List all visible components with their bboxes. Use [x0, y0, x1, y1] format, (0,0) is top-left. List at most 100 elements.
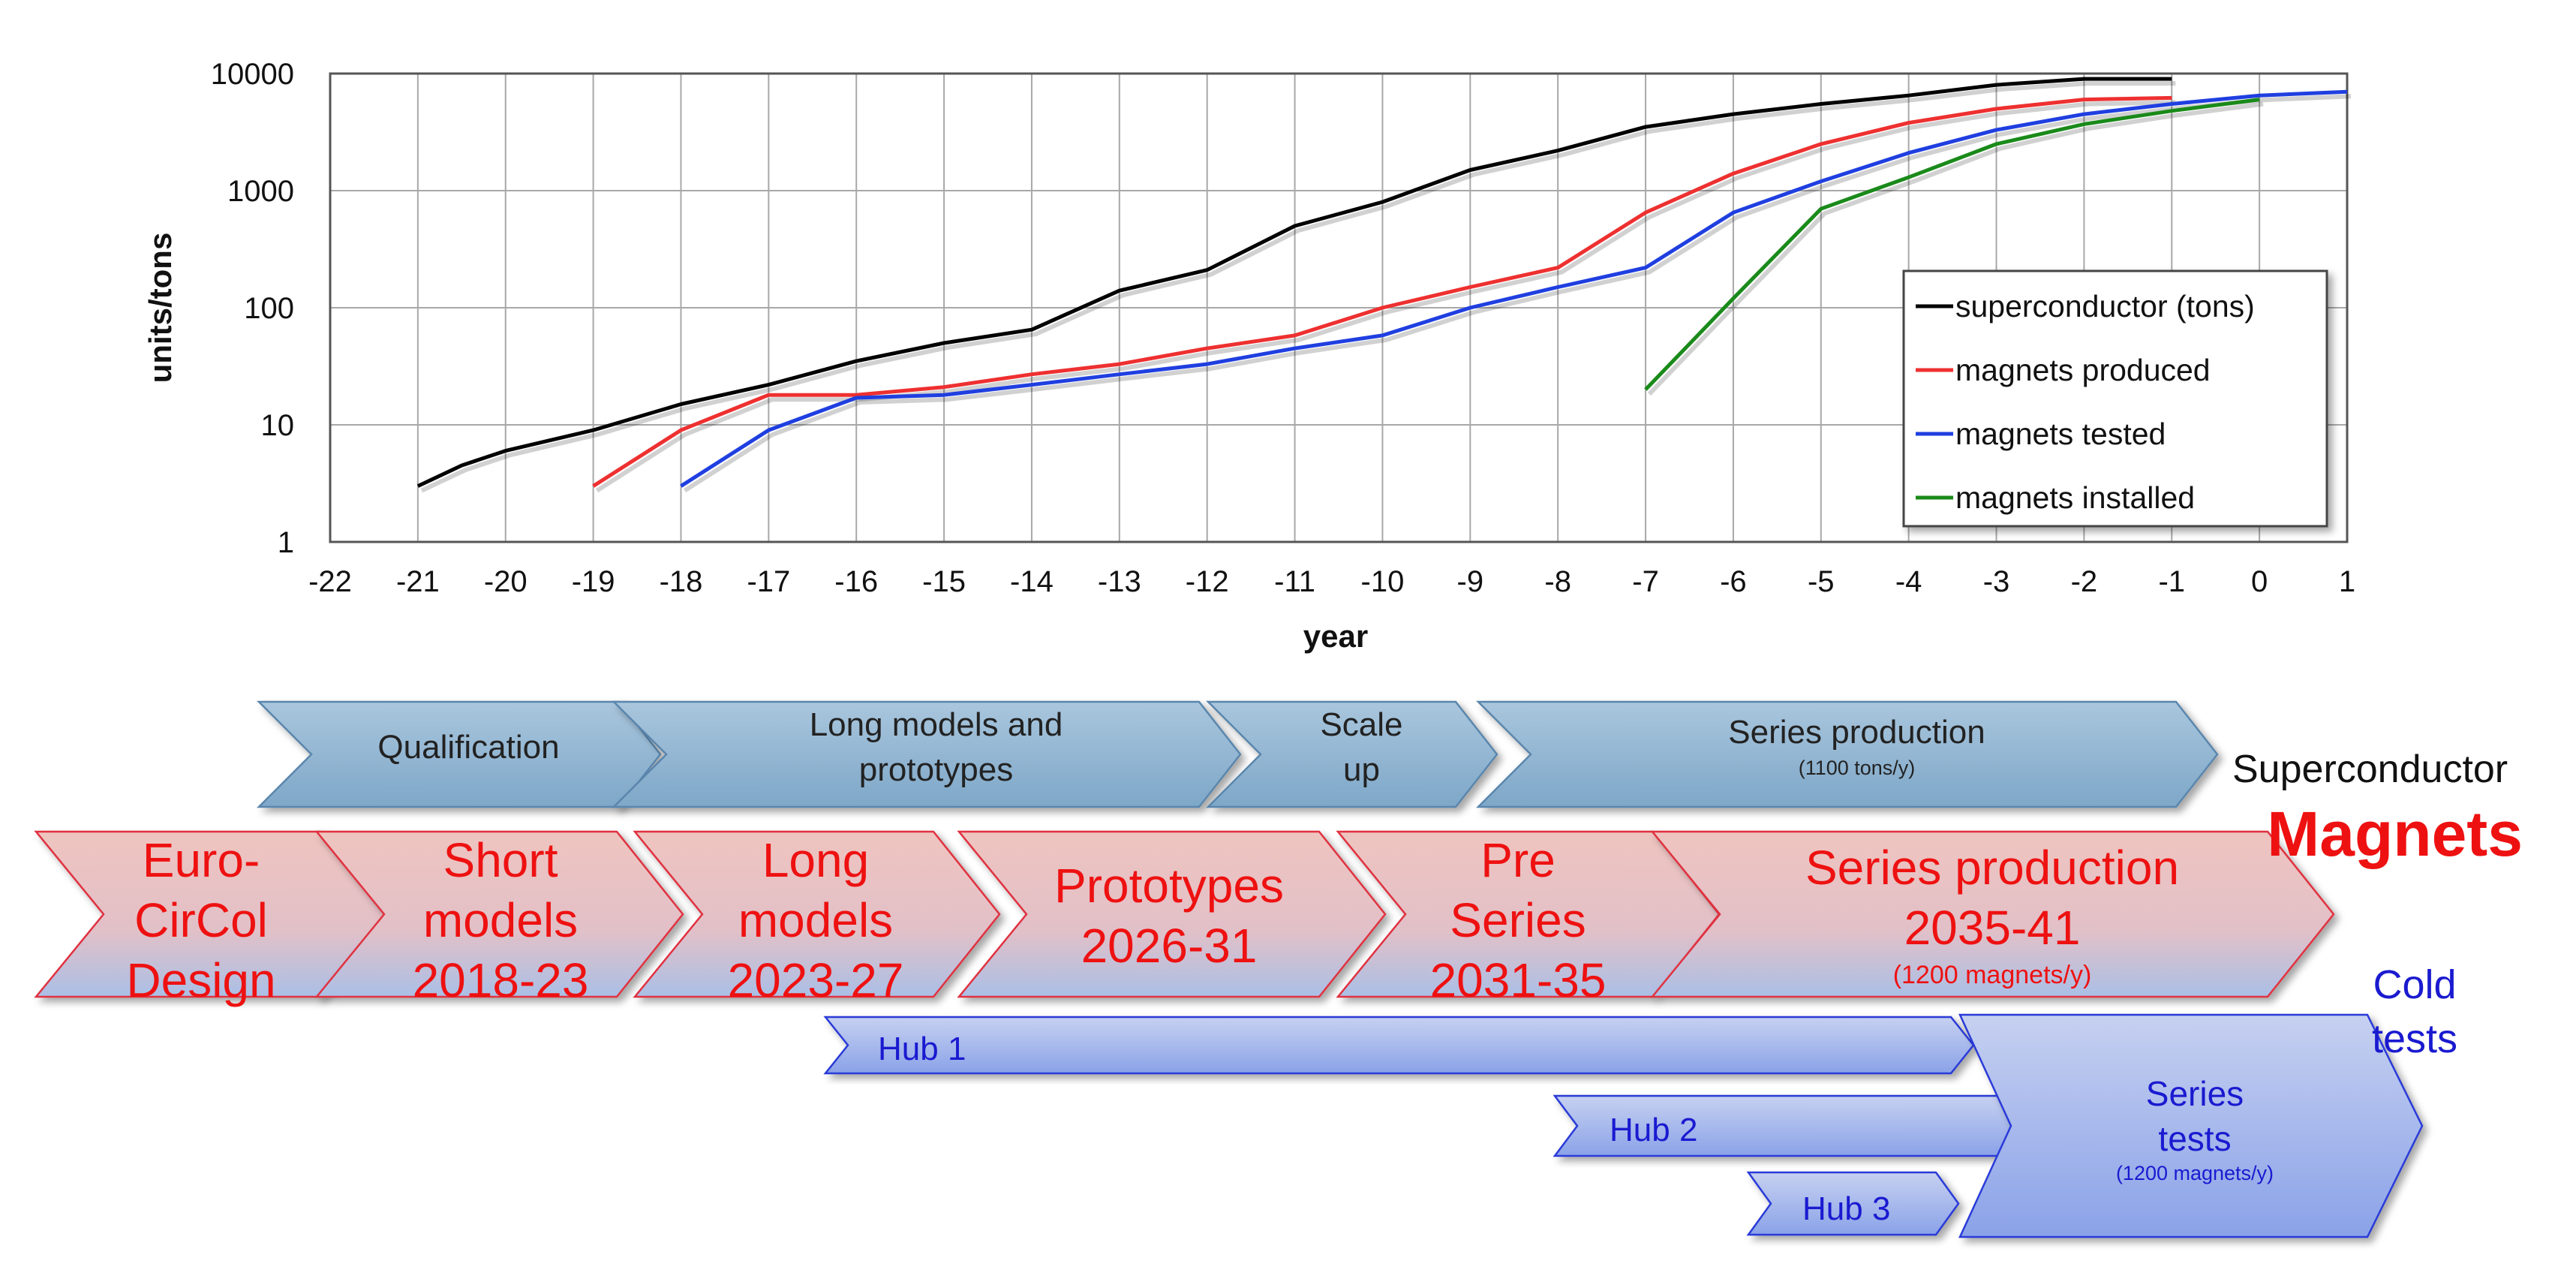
cold-tests-label: tests — [2372, 1016, 2457, 1061]
superconductor-stage-label: up — [1343, 751, 1380, 788]
y-tick-label: 10 — [261, 409, 295, 442]
superconductor-stage-label: Series production — [1728, 714, 1985, 751]
magnet-stage-label: 2026-31 — [1081, 919, 1258, 973]
series-tests-chevron — [1958, 1013, 2424, 1238]
timeline: Qualification Long models and prototypes Sc… — [34, 700, 2523, 1238]
superconductor-stage: Long models and prototypes — [611, 700, 1242, 808]
superconductor-stage: Series production (1100 tons/y) — [1475, 700, 2219, 808]
x-tick-label: -21 — [396, 565, 440, 598]
magnet-stage: Short models 2018-23 — [314, 830, 684, 1007]
magnet-stage: Prototypes 2026-31 — [957, 830, 1387, 998]
x-tick-label: -15 — [922, 565, 966, 598]
magnet-stage: Long models 2023-27 — [633, 830, 1001, 1007]
magnets-row-label: Magnets — [2267, 799, 2523, 869]
hub-chevron — [1746, 1171, 1960, 1236]
magnet-chevron — [314, 830, 684, 998]
superconductor-chevron — [611, 700, 1242, 808]
legend-label: magnets produced — [1955, 353, 2211, 387]
magnet-stage: Pre Series 2031-35 — [1336, 830, 1721, 1007]
hub: Hub 1 — [823, 1016, 1975, 1075]
magnet-stage-label: Series production — [1805, 841, 2179, 895]
magnet-stage-label: models — [738, 893, 893, 947]
hub-label: Hub 3 — [1802, 1190, 1890, 1227]
series-tests: Series tests (1200 magnets/y) — [1958, 1013, 2424, 1238]
x-tick-label: -22 — [308, 565, 352, 598]
superconductor-chevron — [1475, 700, 2219, 808]
x-tick-label: -12 — [1186, 565, 1229, 598]
hub-chevron — [823, 1016, 1975, 1075]
series-line-shadow — [420, 81, 2176, 493]
y-tick-label: 100 — [244, 292, 294, 325]
superconductor-chevron — [1205, 700, 1498, 808]
magnet-stage-label: 2035-41 — [1904, 901, 2081, 955]
chart: -22 -21 -20 -19 -18 -17 -16 -15 -14 -13 -12 -11 -10-… — [143, 58, 2355, 654]
x-tick-label: -20 — [484, 565, 528, 598]
hub: Hub 3 — [1746, 1171, 1960, 1236]
magnet-chevron — [1650, 830, 2335, 998]
x-tick-label: 0 — [2251, 565, 2268, 598]
magnet-stage-label: 2023-27 — [728, 953, 904, 1007]
magnet-stage-label: Pre — [1480, 833, 1556, 887]
series-line-magnets-tested — [680, 89, 2348, 488]
magnet-chevron — [633, 830, 1001, 998]
x-tick-label: -18 — [660, 565, 703, 598]
y-tick-label: 1000 — [227, 175, 294, 208]
magnet-chevron — [957, 830, 1387, 998]
x-tick-label: -9 — [1457, 565, 1484, 598]
superconductor-stage-sub: (1100 tons/y) — [1799, 757, 1916, 779]
x-tick-label: -17 — [747, 565, 790, 598]
magnet-stage-label: Series — [1450, 893, 1586, 947]
x-tick-label: -7 — [1632, 565, 1659, 598]
x-tick-label: -14 — [1010, 565, 1054, 598]
x-tick-label: -10 — [1361, 565, 1405, 598]
magnet-stage-label: 2031-35 — [1430, 953, 1607, 1007]
series-line-superconductor-tons- — [416, 77, 2172, 488]
legend-box — [1902, 269, 2328, 528]
superconductor-stage-label: Long models and — [810, 706, 1063, 743]
superconductor-row-label: Superconductor — [2232, 748, 2508, 791]
series-line-shadow — [683, 94, 2352, 493]
x-tick-label: -19 — [572, 565, 615, 598]
legend-label: magnets installed — [1955, 480, 2195, 515]
superconductor-stage-label: Scale — [1320, 706, 1402, 743]
x-tick-label: -13 — [1098, 565, 1141, 598]
x-tick-label: 1 — [2339, 565, 2355, 598]
hub-label: Hub 2 — [1610, 1112, 1697, 1148]
x-axis-label: year — [1303, 618, 1368, 654]
magnet-stage: Series production 2035-41 (1200 magnets/y) — [1650, 830, 2335, 998]
x-tick-label: -1 — [2158, 565, 2185, 598]
magnet-stage-label: Short — [443, 833, 558, 887]
series-tests-label: tests — [2158, 1119, 2231, 1158]
y-tick-label: 10000 — [211, 58, 294, 91]
cold-tests-label: Cold — [2373, 962, 2456, 1007]
x-tick-label: -4 — [1895, 565, 1922, 598]
superconductor-stage: Scale up — [1205, 700, 1498, 808]
magnet-stage-label: Euro- — [143, 833, 260, 887]
legend-label: superconductor (tons) — [1955, 289, 2255, 324]
superconductor-stage-label: prototypes — [859, 751, 1013, 788]
x-tick-label: -8 — [1544, 565, 1571, 598]
superconductor-stage-label: Qualification — [377, 729, 559, 766]
y-axis-label: units/tons — [143, 233, 178, 384]
plot-border — [329, 72, 2349, 543]
series-tests-sub: (1200 magnets/y) — [2116, 1162, 2274, 1184]
x-tick-label: -5 — [1808, 565, 1835, 598]
series-line-magnets-installed — [1644, 98, 2260, 391]
magnet-stage: Euro- CirCol Design — [34, 830, 389, 1007]
magnet-stage-label: 2018-23 — [413, 953, 589, 1007]
legend: superconductor (tons) magnets produced mag… — [1902, 269, 2328, 528]
series-tests-label: Series — [2146, 1074, 2244, 1113]
x-tick-label: -16 — [834, 565, 878, 598]
hub-label: Hub 1 — [878, 1031, 966, 1067]
x-tick-label: -11 — [1274, 565, 1315, 598]
magnet-stage-label: Prototypes — [1054, 859, 1284, 913]
series-line-shadow — [1647, 101, 2264, 396]
y-tick-label: 1 — [278, 526, 294, 559]
series-line-magnets-produced — [592, 95, 2172, 488]
magnet-stage-label: Design — [126, 953, 275, 1007]
superconductor-stage: Qualification — [256, 700, 662, 808]
magnet-stage-label: Long — [762, 833, 869, 887]
hub: Hub 2 — [1553, 1094, 2059, 1157]
